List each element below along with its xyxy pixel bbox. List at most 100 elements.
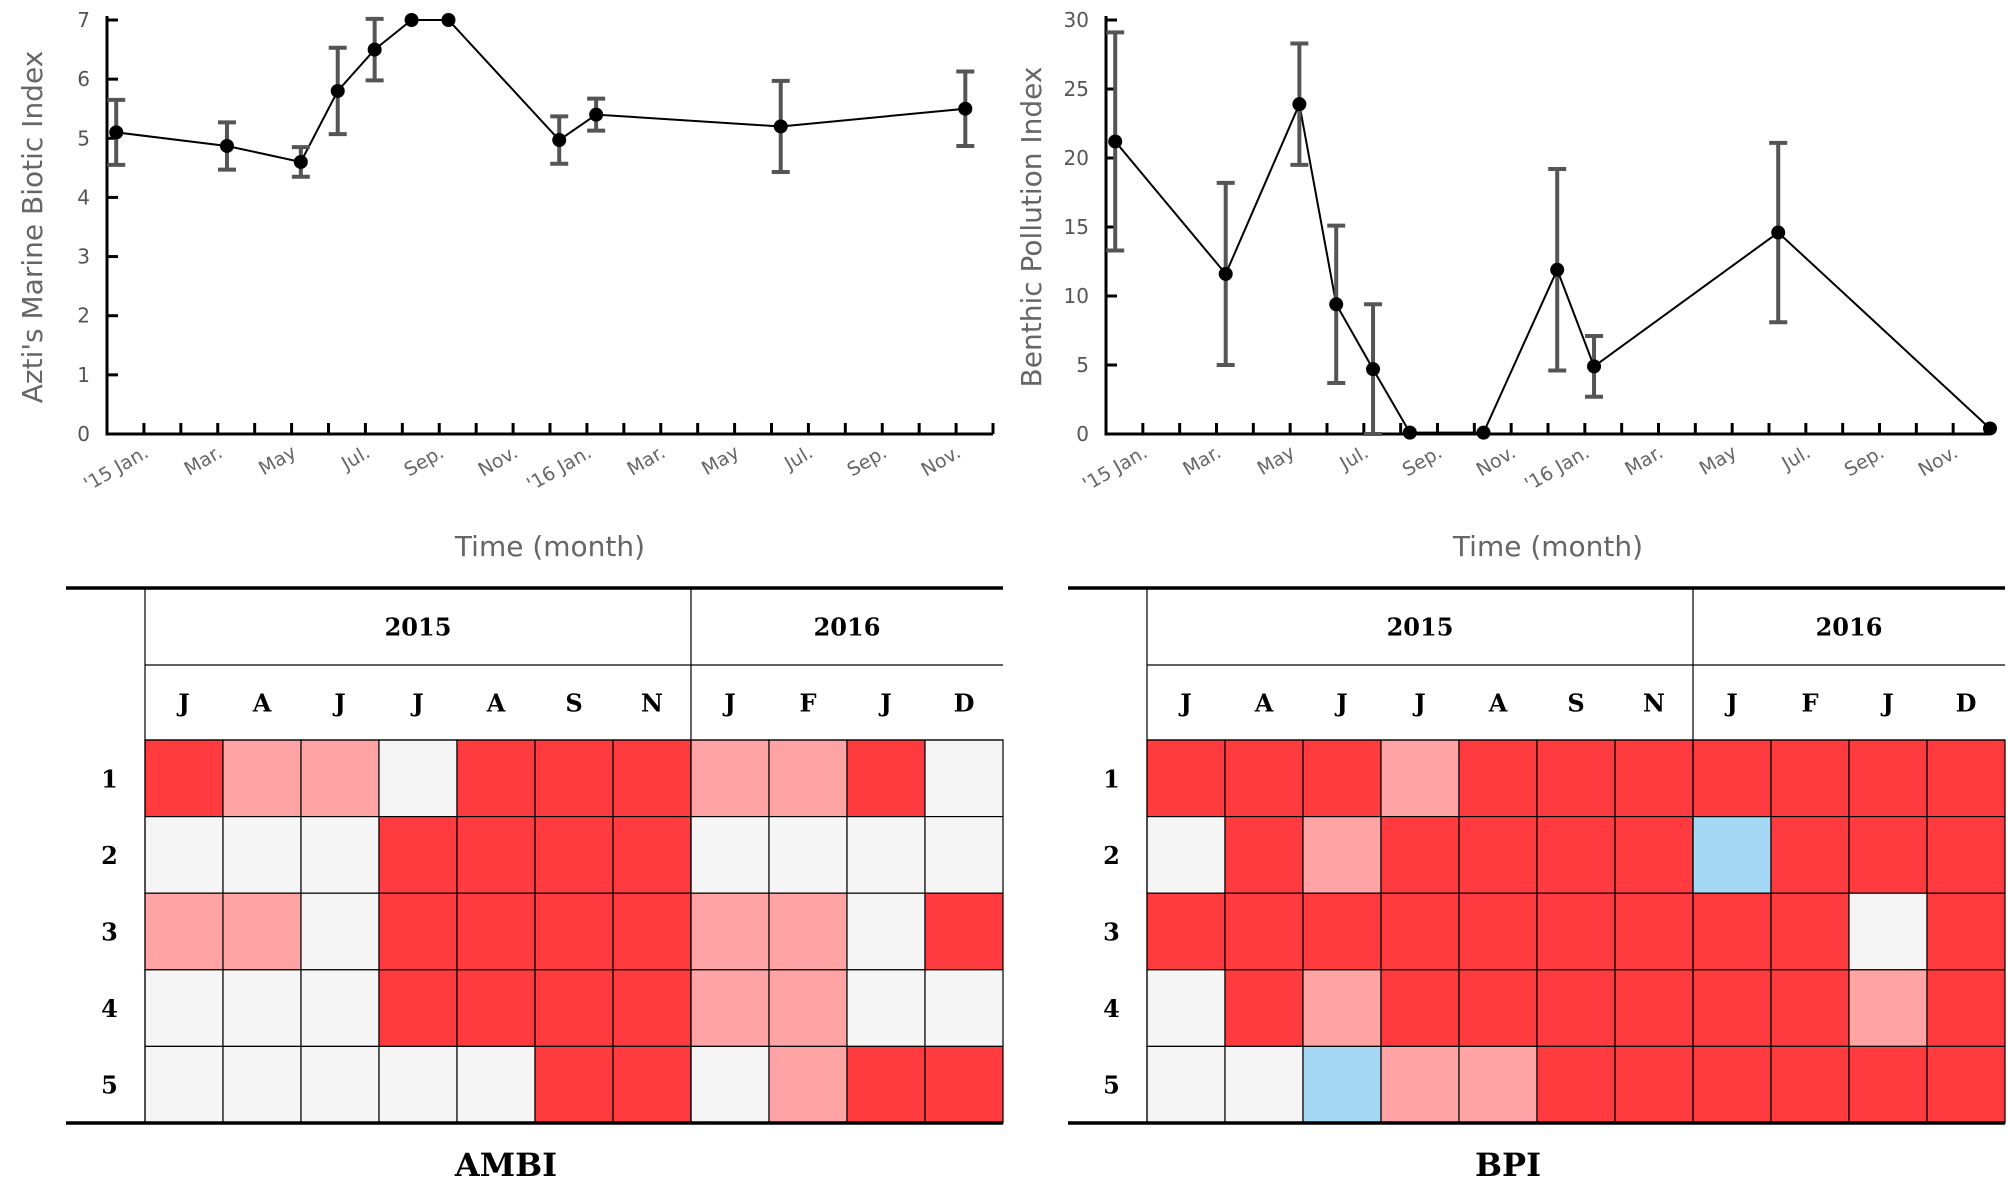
data-point	[1108, 134, 1123, 149]
data-point	[367, 42, 382, 57]
y-tick-label: 25	[1064, 77, 1089, 101]
table-cell	[1770, 1045, 1850, 1124]
axes	[1104, 16, 1990, 436]
x-tick-label: '16 Jan.	[523, 441, 595, 495]
x-tick-label: Jul.	[1777, 441, 1814, 475]
x-tick-label: Mar.	[1179, 441, 1225, 480]
table-cell	[222, 892, 302, 971]
table-cell	[1380, 815, 1460, 894]
table-cell	[1458, 1045, 1538, 1124]
table-cell	[378, 969, 458, 1047]
month-header: J	[176, 689, 189, 718]
x-tick-label: May	[255, 441, 300, 480]
table-cell	[1848, 969, 1928, 1047]
table-cell	[300, 1045, 380, 1124]
table-cell	[1926, 892, 2006, 971]
y-axis-label: Benthic Pollution Index	[1015, 67, 1048, 388]
table-cell	[690, 739, 770, 818]
table-cell	[456, 739, 536, 818]
table-cell	[1380, 739, 1460, 818]
x-tick-label: Nov.	[1915, 441, 1962, 481]
row-label: 1	[101, 764, 118, 793]
table-cell	[1458, 892, 1538, 971]
data-point	[219, 138, 234, 153]
table-cell	[768, 739, 848, 818]
table-cell	[1302, 1045, 1382, 1124]
table-cell	[768, 815, 848, 894]
month-header: D	[954, 689, 975, 718]
x-axis-label: Time (month)	[1452, 530, 1643, 563]
data-point	[589, 107, 604, 122]
table-cell	[1848, 1045, 1928, 1124]
table-cell	[612, 969, 692, 1047]
table-cell	[1848, 892, 1928, 971]
x-tick-label: '16 Jan.	[1521, 441, 1593, 495]
table-cell	[690, 1045, 770, 1124]
row-label: 1	[1103, 764, 1120, 793]
table-cell	[378, 739, 458, 818]
y-tick-label: 7	[77, 8, 90, 32]
table-cell	[768, 1045, 848, 1124]
table-cell	[1146, 1045, 1226, 1124]
y-tick-label: 0	[1076, 422, 1089, 446]
year-header: 2016	[814, 613, 881, 642]
table-cell	[1770, 815, 1850, 894]
table-cell	[1224, 815, 1304, 894]
table-cell	[924, 892, 1004, 971]
data-point	[773, 119, 788, 134]
y-tick-label: 4	[77, 185, 90, 209]
year-header: 2015	[385, 613, 452, 642]
table-cell	[1614, 815, 1694, 894]
table-cell	[1926, 969, 2006, 1047]
data-point	[1218, 266, 1233, 281]
table-cell	[144, 815, 224, 894]
year-header: 2015	[1387, 613, 1454, 642]
row-label: 2	[101, 841, 118, 870]
x-tick-label: May	[1254, 441, 1299, 480]
table-cell	[768, 892, 848, 971]
table-cell	[612, 815, 692, 894]
table-cell	[1380, 969, 1460, 1047]
table-cell	[924, 815, 1004, 894]
month-header: F	[1801, 689, 1818, 718]
row-label: 3	[101, 918, 118, 947]
table-cell	[144, 969, 224, 1047]
table-cell	[1146, 969, 1226, 1047]
table-cell	[222, 739, 302, 818]
month-header: J	[878, 689, 891, 718]
table-cell	[456, 892, 536, 971]
month-header: J	[332, 689, 345, 718]
table-cell	[1614, 969, 1694, 1047]
y-tick-label: 0	[77, 422, 90, 446]
month-header: J	[1724, 689, 1737, 718]
y-tick-label: 3	[77, 245, 90, 269]
x-tick-label: Nov.	[918, 441, 965, 481]
data-point	[293, 154, 308, 169]
table-cell	[456, 815, 536, 894]
table-cell	[612, 1045, 692, 1124]
table-cell	[1692, 815, 1772, 894]
table-cell	[1302, 815, 1382, 894]
table-caption: AMBI	[454, 1146, 557, 1184]
table-cell	[1458, 739, 1538, 818]
row-label: 4	[101, 994, 118, 1023]
table-cell	[534, 1045, 614, 1124]
y-tick-label: 1	[77, 363, 90, 387]
data-point	[1476, 425, 1491, 440]
table-cell	[300, 815, 380, 894]
data-point	[1771, 225, 1786, 240]
table-cell	[222, 969, 302, 1047]
table-cell	[846, 739, 926, 818]
table-cell	[1770, 739, 1850, 818]
table-cell	[1380, 1045, 1460, 1124]
table-cell	[1926, 815, 2006, 894]
table-cell	[1458, 815, 1538, 894]
month-header: J	[1412, 689, 1425, 718]
data-point	[958, 101, 973, 116]
table-cell	[1614, 1045, 1694, 1124]
table-cell	[1146, 739, 1226, 818]
month-header: J	[410, 689, 423, 718]
axes	[105, 16, 993, 436]
row-label: 5	[101, 1071, 118, 1100]
